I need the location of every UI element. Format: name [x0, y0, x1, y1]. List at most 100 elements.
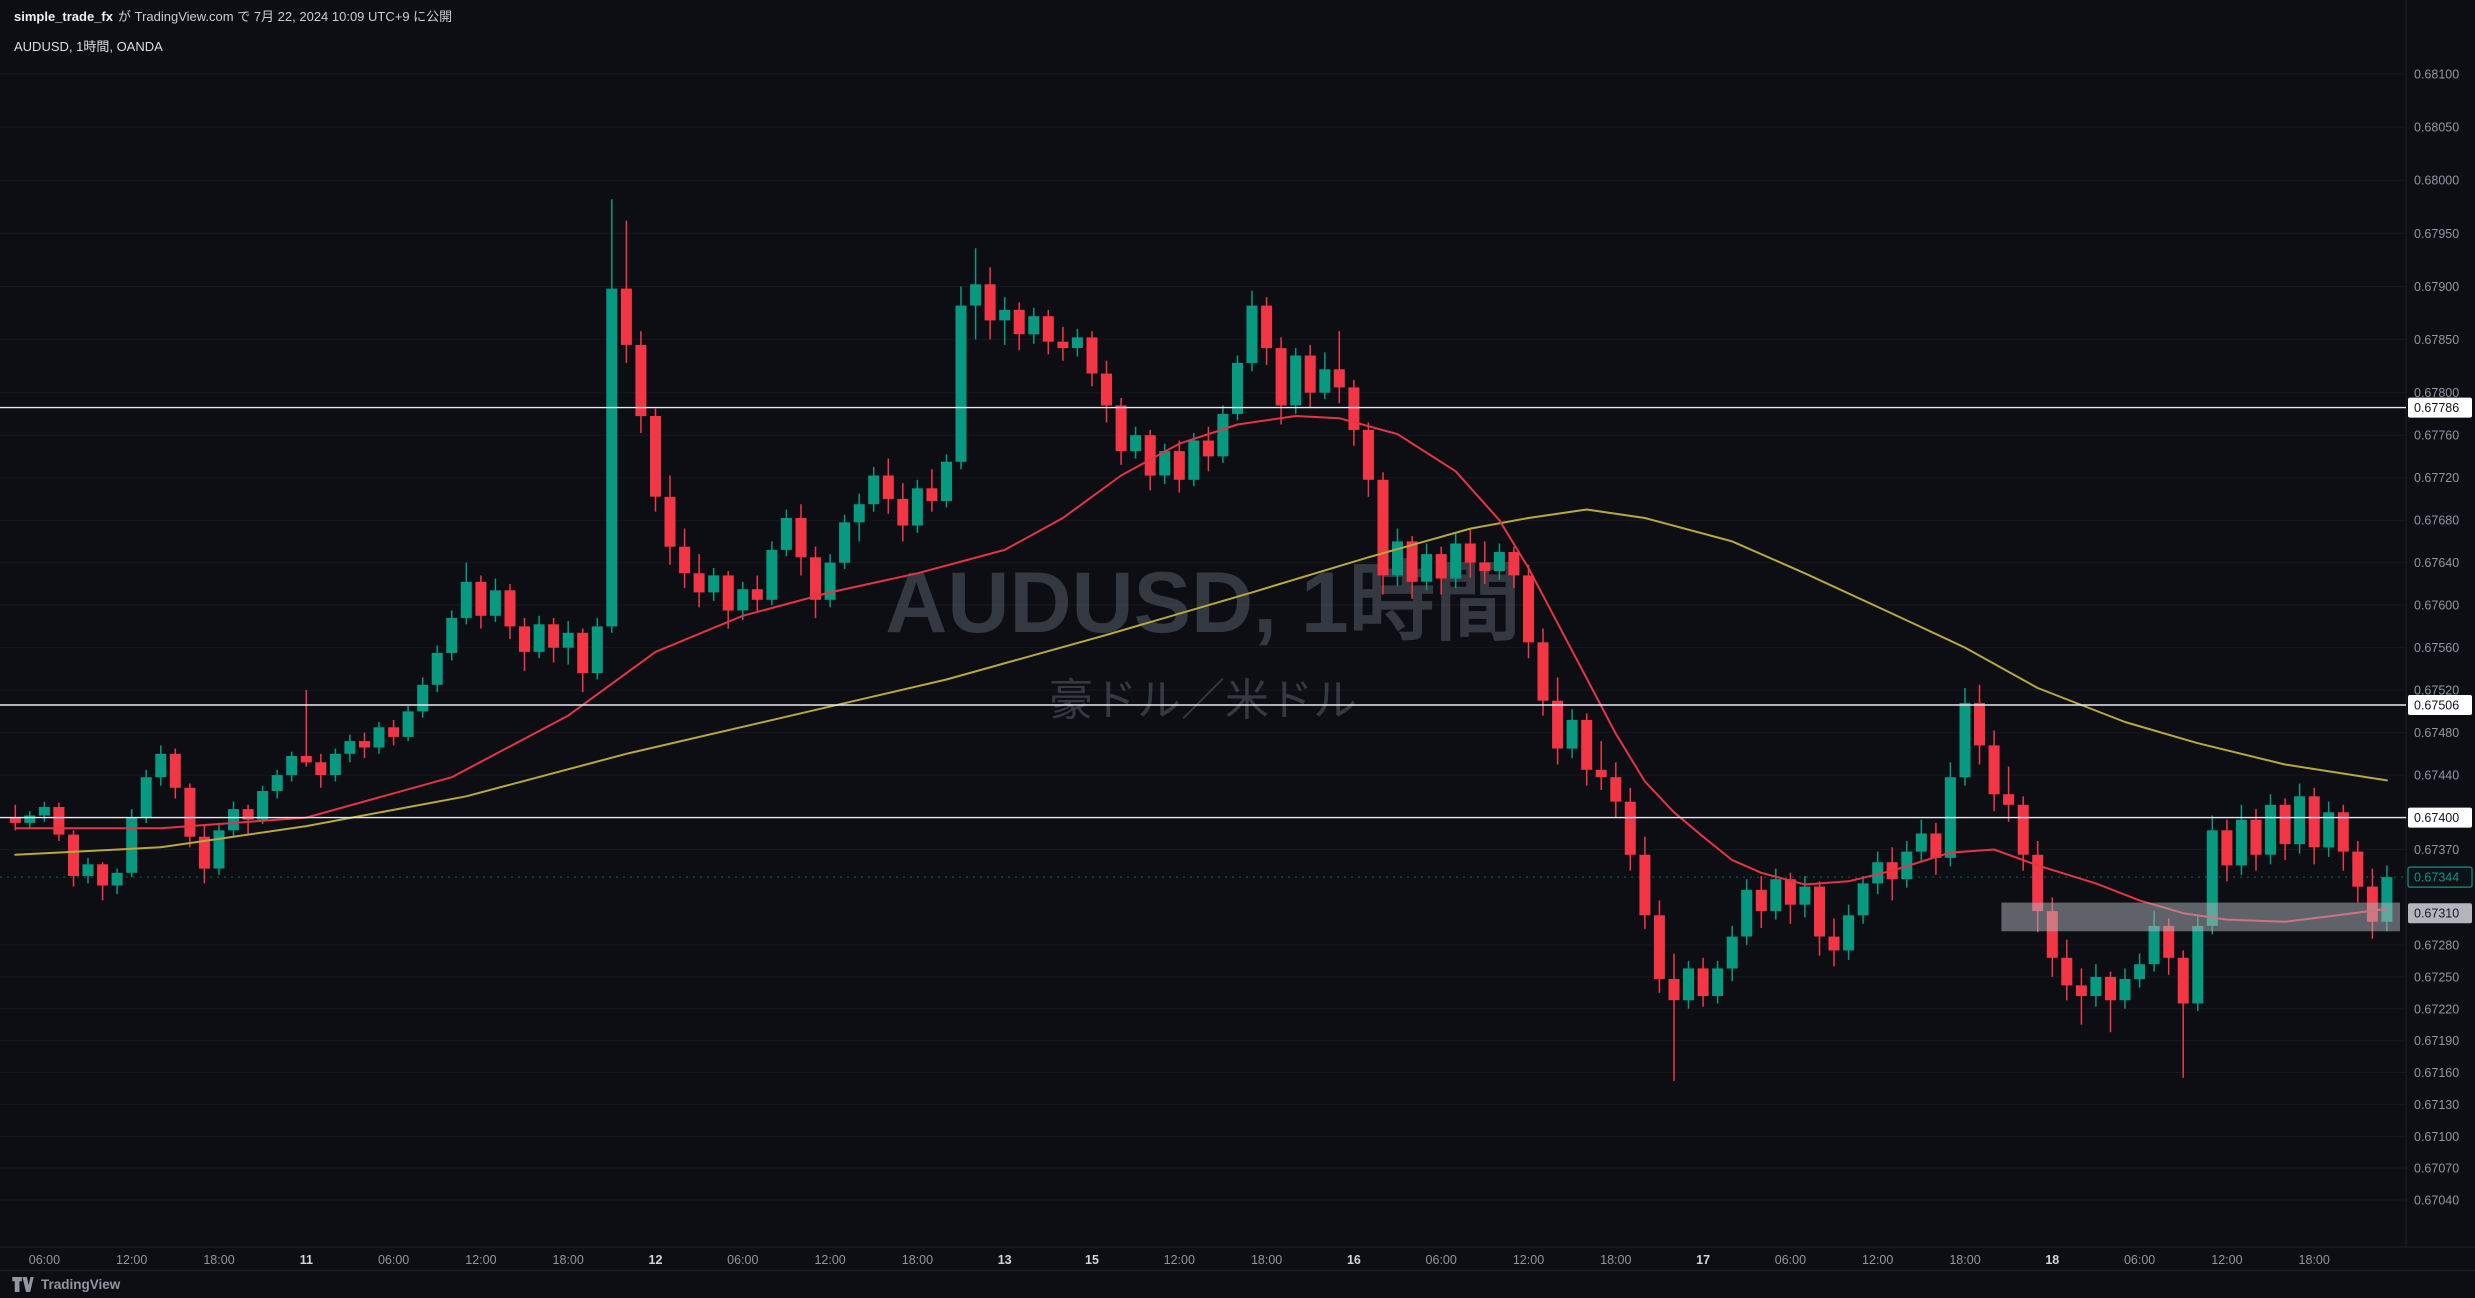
candle: [577, 628, 589, 693]
candle: [1566, 709, 1578, 759]
time-axis[interactable]: 06:00 12:00 18:00 11 06:00 12:00 18:00 12 06:00 1…: [29, 1253, 2330, 1267]
candle-body: [577, 632, 589, 674]
candle: [1464, 528, 1476, 578]
author-name[interactable]: simple_trade_fx: [14, 9, 113, 24]
candle: [1523, 564, 1534, 659]
price-axis-tick: 0.67950: [2414, 227, 2459, 241]
candle-body: [1464, 543, 1476, 563]
price-axis-tick: 0.67760: [2414, 429, 2459, 443]
candle: [1755, 876, 1767, 929]
candle-body: [897, 498, 909, 526]
candle-body: [1042, 316, 1054, 342]
candle-body: [1144, 435, 1156, 476]
candle: [1159, 443, 1171, 484]
candle-body: [1712, 968, 1724, 996]
candle-body: [1421, 554, 1433, 582]
price-axis-tick: 0.67220: [2414, 1002, 2459, 1016]
candle-body: [2308, 796, 2320, 848]
candle: [839, 514, 851, 569]
candle-body: [1639, 854, 1651, 916]
candle: [911, 479, 923, 533]
candle: [1013, 302, 1025, 351]
time-axis-day-tick: 11: [300, 1253, 313, 1267]
candle-body: [722, 575, 734, 611]
candle-body: [1275, 348, 1287, 406]
time-axis-tick: 18:00: [1600, 1253, 1631, 1267]
candle-body: [1915, 833, 1927, 852]
candle: [1872, 851, 1884, 895]
candle-body: [257, 791, 269, 820]
tradingview-logo-icon[interactable]: [12, 1277, 34, 1292]
candle: [1930, 822, 1942, 875]
candle: [941, 454, 952, 508]
candle: [1261, 297, 1273, 366]
candle-body: [2017, 804, 2029, 855]
candle-body: [242, 809, 254, 820]
candle-body: [751, 589, 763, 600]
candle: [1115, 398, 1127, 465]
price-axis-tick: 0.67720: [2414, 471, 2459, 485]
candle: [766, 541, 778, 606]
tradingview-brand-text[interactable]: TradingView: [41, 1277, 121, 1292]
candle: [2134, 953, 2146, 988]
candle-body: [271, 775, 283, 791]
price-axis-tick: 0.67130: [2414, 1098, 2459, 1112]
candle-body: [824, 562, 836, 600]
candle: [1362, 422, 1374, 497]
candle-body: [1683, 968, 1694, 1001]
level-price-label-text: 0.67400: [2414, 811, 2459, 825]
candle-body: [1086, 337, 1098, 374]
candle: [1377, 472, 1389, 595]
candle: [111, 868, 123, 895]
candle-body: [1726, 936, 1738, 969]
ma-line-slow: [14, 508, 2388, 856]
candle-body: [2235, 819, 2247, 866]
candle: [489, 578, 501, 623]
price-axis-tick: 0.67250: [2414, 970, 2459, 984]
candle: [1304, 344, 1316, 408]
price-axis-tick: 0.67850: [2414, 333, 2459, 347]
candle-body: [417, 684, 429, 712]
candle: [1974, 684, 1985, 765]
price-axis[interactable]: 0.68100 0.68050 0.68000 0.67950 0.67900 0.678…: [2414, 68, 2459, 1208]
candle-body: [650, 416, 661, 497]
candle: [751, 575, 763, 612]
candle: [1595, 741, 1607, 790]
candle: [198, 826, 210, 884]
candle-body: [780, 518, 792, 550]
candle: [548, 617, 560, 663]
supply-zone-box[interactable]: [2001, 902, 2400, 932]
candle: [737, 581, 749, 620]
candle-body: [68, 834, 79, 876]
price-axis-tick: 0.67680: [2414, 514, 2459, 528]
candle: [1552, 677, 1564, 765]
candle: [504, 583, 516, 640]
candle: [140, 769, 152, 823]
candle-body: [2003, 794, 2015, 805]
price-axis-tick: 0.68000: [2414, 174, 2459, 188]
candle-body: [2323, 812, 2335, 848]
candle-body: [329, 753, 341, 775]
candle: [1479, 541, 1491, 584]
candle-body: [1828, 936, 1840, 951]
candle: [606, 199, 618, 633]
candle: [1814, 881, 1825, 956]
candle-body: [1450, 543, 1462, 579]
candle: [1392, 528, 1403, 586]
time-axis-tick: 18:00: [2299, 1253, 2330, 1267]
candle: [882, 458, 894, 514]
candle-body: [1988, 745, 2000, 795]
candle-body: [1130, 435, 1142, 452]
candle-body: [1246, 305, 1258, 363]
candle-body: [1304, 355, 1316, 393]
candle-body: [1872, 862, 1884, 884]
level-price-label: 0.67400: [2408, 807, 2472, 828]
candle: [300, 690, 312, 767]
candle: [1683, 961, 1694, 1009]
candle: [2352, 841, 2364, 903]
candle: [1741, 879, 1753, 946]
candle-body: [1784, 879, 1796, 905]
candle-body: [2221, 830, 2233, 866]
